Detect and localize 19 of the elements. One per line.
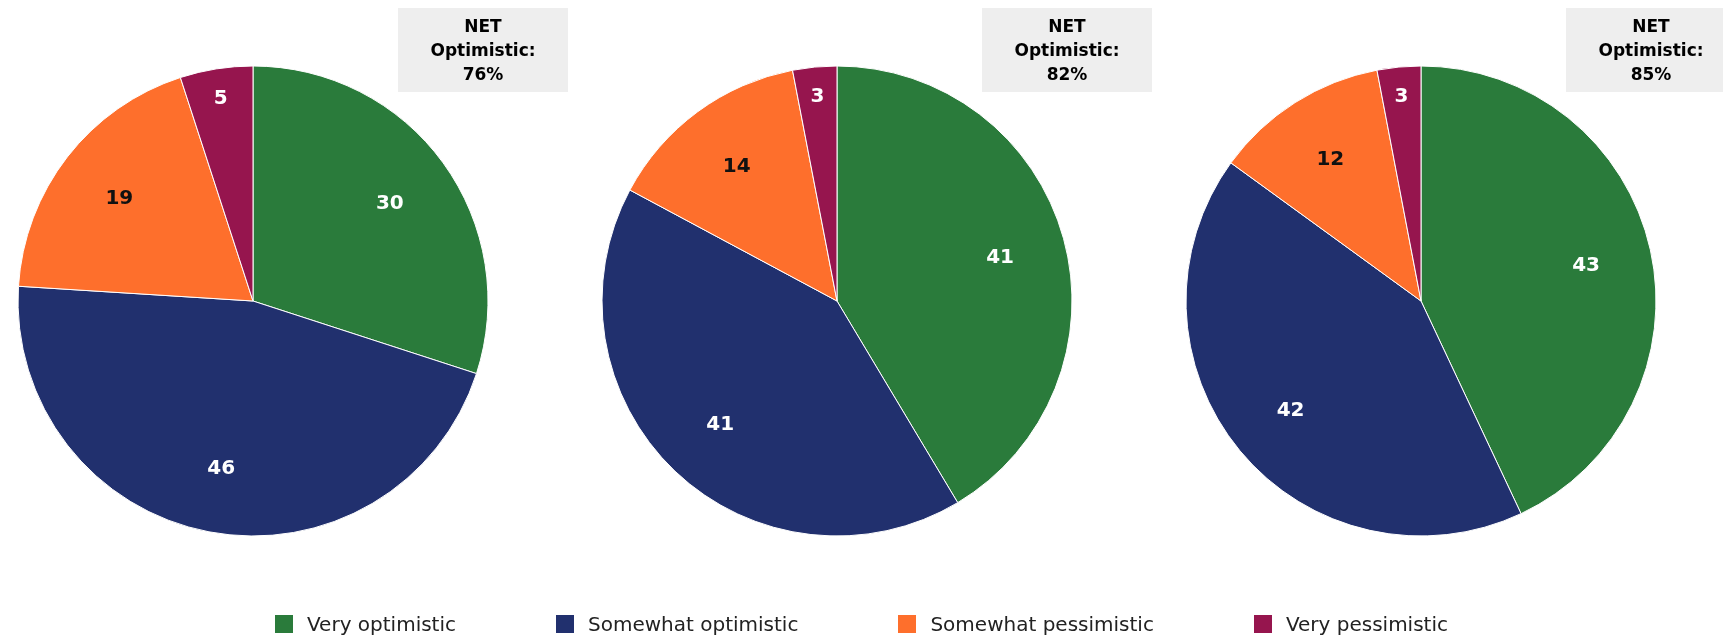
data-label: 14 bbox=[722, 152, 751, 177]
text: NET Optimistic: 85% bbox=[1597, 15, 1705, 86]
data-label: 30 bbox=[375, 189, 404, 214]
data-label: 3 bbox=[1394, 83, 1409, 108]
data-label: 41 bbox=[706, 411, 735, 436]
data-label: 5 bbox=[213, 84, 228, 109]
data-label: 12 bbox=[1316, 146, 1345, 171]
data-label: 41 bbox=[986, 243, 1014, 268]
legend-label: Very pessimistic bbox=[1285, 612, 1448, 636]
legend-label: Somewhat optimistic bbox=[588, 612, 799, 636]
data-label: 42 bbox=[1276, 396, 1305, 421]
data-label: 46 bbox=[207, 455, 236, 480]
text: NET Optimistic: 76% bbox=[429, 15, 537, 86]
text: NET Optimistic: 82% bbox=[1013, 15, 1121, 86]
data-label: 19 bbox=[105, 185, 134, 210]
legend-label: Somewhat pessimistic bbox=[930, 612, 1154, 636]
data-label: 43 bbox=[1572, 252, 1601, 277]
legend-label: Very optimistic bbox=[306, 612, 457, 636]
data-label: 3 bbox=[810, 83, 825, 108]
